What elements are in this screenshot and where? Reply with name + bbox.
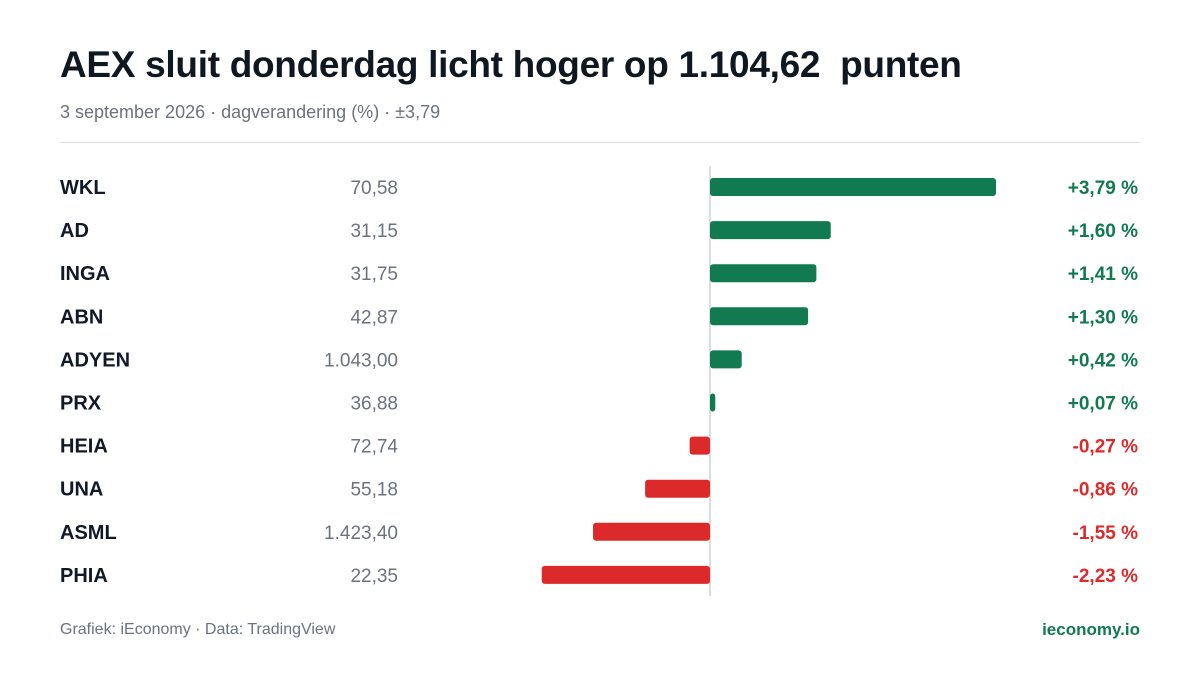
ticker-label: ASML xyxy=(60,522,117,544)
value-label: +3,79 % xyxy=(1068,178,1138,199)
value-label: -2,23 % xyxy=(1073,566,1139,587)
bar xyxy=(710,350,742,369)
bar xyxy=(645,479,710,498)
chart-title: AEX sluit donderdag licht hoger op 1.104… xyxy=(60,44,962,85)
header-divider xyxy=(60,142,1140,143)
price-label: 72,74 xyxy=(350,437,398,458)
price-label: 36,88 xyxy=(350,394,398,415)
price-label: 22,35 xyxy=(350,566,398,587)
price-label: 55,18 xyxy=(350,480,398,501)
chart-subtitle: 3 september 2026 · dagverandering (%) · … xyxy=(60,102,441,122)
bar-row: PHIA 22,35 -2,23 % xyxy=(60,565,1138,587)
value-label: +1,41 % xyxy=(1068,264,1138,285)
value-label: -0,27 % xyxy=(1073,437,1139,458)
bar xyxy=(710,178,996,196)
price-label: 42,87 xyxy=(350,307,398,328)
bar-row: ASML 1.423,40 -1,55 % xyxy=(60,522,1138,544)
value-label: -0,86 % xyxy=(1073,480,1139,501)
source-note: Grafiek: iEconomy · Data: TradingView xyxy=(60,621,336,638)
price-label: 1.423,40 xyxy=(324,523,398,544)
ticker-label: INGA xyxy=(60,263,110,285)
bar-row: AD 31,15 +1,60 % xyxy=(60,220,1138,242)
bar xyxy=(593,522,710,541)
brand-link[interactable]: ieconomy.io xyxy=(1042,620,1140,639)
price-label: 1.043,00 xyxy=(324,350,398,371)
price-label: 70,58 xyxy=(350,178,398,199)
bar xyxy=(710,393,716,412)
bar-row: INGA 31,75 +1,41 % xyxy=(60,263,1138,285)
bar xyxy=(710,264,817,283)
bar-row: WKL 70,58 +3,79 % xyxy=(60,177,1138,199)
ticker-label: PHIA xyxy=(60,565,108,587)
bar xyxy=(710,221,831,240)
bar xyxy=(689,436,710,455)
value-label: -1,55 % xyxy=(1073,523,1139,544)
ticker-label: ADYEN xyxy=(60,349,130,371)
ticker-label: HEIA xyxy=(60,436,108,458)
value-label: +1,60 % xyxy=(1068,221,1138,242)
bar-row: HEIA 72,74 -0,27 % xyxy=(60,436,1138,458)
ticker-label: ABN xyxy=(60,306,103,328)
bar-row: UNA 55,18 -0,86 % xyxy=(60,479,1138,501)
price-label: 31,15 xyxy=(350,221,398,242)
ticker-label: WKL xyxy=(60,177,106,199)
bar-row: ADYEN 1.043,00 +0,42 % xyxy=(60,349,1138,371)
value-label: +0,42 % xyxy=(1068,350,1138,371)
bar-row: PRX 36,88 +0,07 % xyxy=(60,393,1138,415)
value-label: +1,30 % xyxy=(1068,307,1138,328)
bar xyxy=(541,565,710,584)
price-label: 31,75 xyxy=(350,264,398,285)
ticker-label: AD xyxy=(60,220,89,242)
bar-chart: WKL 70,58 +3,79 % AD 31,15 +1,60 % INGA 31,75 +1… xyxy=(60,166,1138,596)
ticker-label: UNA xyxy=(60,479,103,501)
bar xyxy=(710,307,809,326)
bar-row: ABN 42,87 +1,30 % xyxy=(60,306,1138,328)
value-label: +0,07 % xyxy=(1068,394,1138,415)
ticker-label: PRX xyxy=(60,393,102,415)
